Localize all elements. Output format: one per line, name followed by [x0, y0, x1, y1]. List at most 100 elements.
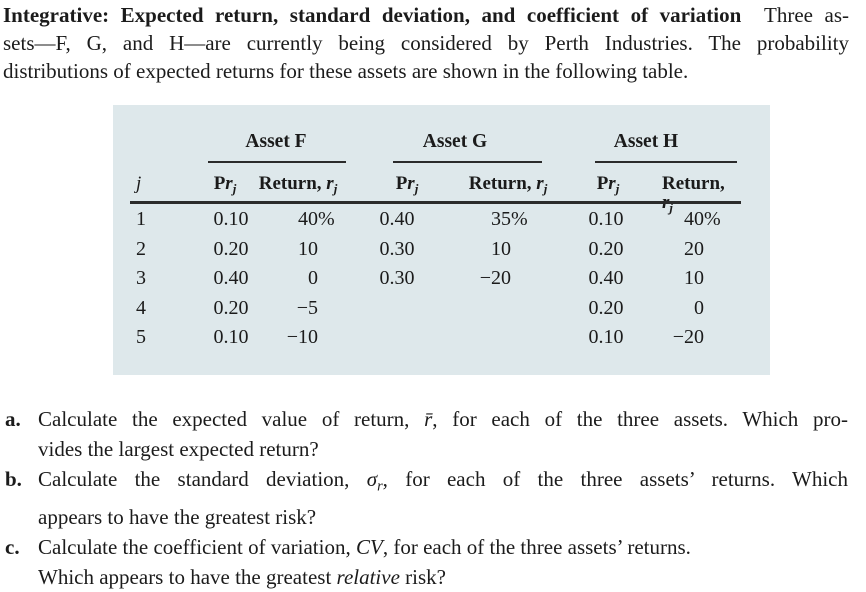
- percent-sign: [511, 323, 527, 353]
- text-segment: j: [414, 181, 419, 197]
- return-value: −5: [296, 296, 318, 319]
- asset-h-probability-cell: 0.20: [588, 237, 624, 260]
- asset-h-header: Asset H: [613, 131, 679, 152]
- returns-table-panel: Asset F Asset G Asset H j Prj Return, rj…: [113, 105, 770, 375]
- asset-g-header: Asset G: [422, 131, 488, 152]
- text-segment: j: [543, 181, 548, 197]
- percent-sign: %: [704, 208, 721, 230]
- asset-f-return-column-header: Return, rj: [259, 174, 338, 196]
- asset-f-return-cell: 0: [263, 264, 334, 294]
- question-line: Calculate the expected value of return, …: [38, 404, 848, 434]
- table-row: 2 0.20 10 0.30 10 0.20 20: [113, 235, 770, 265]
- asset-f-probability-cell: 0.40: [213, 267, 249, 289]
- question-text: Calculate the standard deviation, σr, fo…: [38, 464, 848, 532]
- text-segment: r: [225, 173, 233, 194]
- intro-line: distributions of expected returns for th…: [3, 57, 849, 85]
- text-segment: σ: [366, 467, 378, 491]
- asset-h-probability-cell: 0.40: [588, 267, 624, 289]
- asset-h-probability-cell: 0.10: [588, 208, 624, 230]
- question-list: a. Calculate the expected value of return…: [5, 404, 848, 592]
- row-index-column-header: j: [136, 174, 141, 193]
- asset-h-probability-cell: 0.20: [588, 296, 624, 319]
- asset-g-probability-cell: 0.40: [379, 208, 415, 230]
- asset-f-return-cell: −10: [263, 323, 334, 353]
- question-item: c. Calculate the coefficient of variation…: [5, 532, 848, 592]
- asset-f-header: Asset F: [245, 131, 307, 152]
- return-value: [433, 323, 511, 353]
- question-item: b. Calculate the standard deviation, σr, …: [5, 464, 848, 532]
- question-line: Calculate the standard deviation, σr, fo…: [38, 464, 848, 502]
- question-label: b.: [5, 467, 22, 491]
- row-index-cell: 4: [136, 296, 146, 319]
- asset-f-probability-cell: 0.10: [213, 326, 249, 348]
- asset-g-probability-cell: 0.30: [379, 237, 415, 260]
- question-label: c.: [5, 534, 20, 559]
- asset-h-return-cell: 0: [633, 294, 720, 324]
- text-segment: Calculate the expected value of return,: [38, 407, 425, 431]
- percent-sign: [318, 323, 334, 353]
- question-item: a. Calculate the expected value of return…: [5, 404, 848, 464]
- return-value: 35: [491, 208, 511, 230]
- text-segment: j: [136, 173, 142, 194]
- text-segment: P: [395, 173, 408, 194]
- asset-f-return-cell: 40%: [263, 205, 335, 235]
- asset-g-return-cell: [433, 323, 527, 353]
- question-label: a.: [5, 407, 21, 431]
- text-segment: sets—F, G, and H—are currently being con…: [3, 31, 849, 55]
- percent-sign: [318, 294, 334, 324]
- intro-line: sets—F, G, and H—are currently being con…: [3, 29, 849, 57]
- row-index-cell: 2: [136, 237, 146, 260]
- text-segment: P: [213, 173, 226, 194]
- text-segment: , for each of the three assets’ returns.…: [382, 467, 848, 491]
- asset-h-probability-cell: 0.10: [588, 326, 624, 348]
- text-segment: , for each of the three assets’ returns.: [382, 534, 691, 559]
- row-index-cell: 1: [136, 208, 146, 230]
- text-segment: Calculate the coefficient of variation,: [38, 534, 356, 559]
- return-value: −20: [672, 326, 704, 348]
- return-value: [433, 294, 511, 324]
- text-segment: j: [232, 181, 237, 197]
- row-index-cell: 3: [136, 267, 146, 289]
- asset-h-return-cell: 10: [633, 264, 720, 294]
- percent-sign: [704, 323, 720, 353]
- text-segment: vides the largest expected return?: [38, 437, 319, 461]
- question-line: appears to have the greatest risk?: [38, 502, 848, 532]
- text-segment: r̄: [424, 407, 433, 431]
- asset-f-return-cell: −5: [263, 294, 334, 324]
- percent-sign: [511, 294, 527, 324]
- intro-line: Integrative: Expected return, standard d…: [3, 1, 849, 29]
- text-segment: r: [608, 173, 616, 194]
- text-segment: Which appears to have the greatest: [38, 564, 337, 589]
- problem-intro-paragraph: Integrative: Expected return, standard d…: [3, 1, 849, 85]
- text-segment: CV: [355, 534, 383, 559]
- text-segment: j: [615, 181, 620, 197]
- percent-sign: [318, 264, 334, 294]
- text-segment: appears to have the greatest risk?: [38, 504, 317, 529]
- asset-g-probability-cell: 0.30: [379, 267, 415, 289]
- table-row: 3 0.40 0 0.30 −20 0.40 10: [113, 264, 770, 294]
- text-segment: r: [377, 478, 383, 495]
- percent-sign: %: [511, 208, 528, 230]
- percent-sign: [511, 264, 527, 294]
- return-value: 10: [491, 237, 511, 260]
- asset-f-probability-cell: 0.20: [213, 296, 249, 319]
- question-line: Calculate the coefficient of variation, …: [38, 532, 848, 562]
- asset-g-return-cell: [433, 294, 527, 324]
- table-row: 1 0.10 40% 0.40 35% 0.10 40%: [113, 205, 770, 235]
- return-value: −20: [479, 267, 511, 289]
- asset-g-underline: [393, 161, 542, 163]
- row-index-cell: 5: [136, 326, 146, 348]
- text-segment: j: [669, 200, 673, 216]
- text-segment: Return,: [258, 173, 327, 194]
- asset-h-return-cell: −20: [633, 323, 720, 353]
- asset-f-return-cell: 10: [263, 235, 334, 265]
- table-row: 4 0.20 −5 0.20 0: [113, 294, 770, 324]
- text-segment: r: [536, 173, 544, 194]
- percent-sign: [704, 264, 720, 294]
- text-segment: Calculate the standard deviation,: [38, 467, 367, 491]
- text-segment: Return,: [662, 173, 730, 194]
- text-segment: Three as-: [741, 3, 849, 27]
- return-value: 10: [298, 237, 318, 260]
- return-value: −10: [286, 326, 318, 348]
